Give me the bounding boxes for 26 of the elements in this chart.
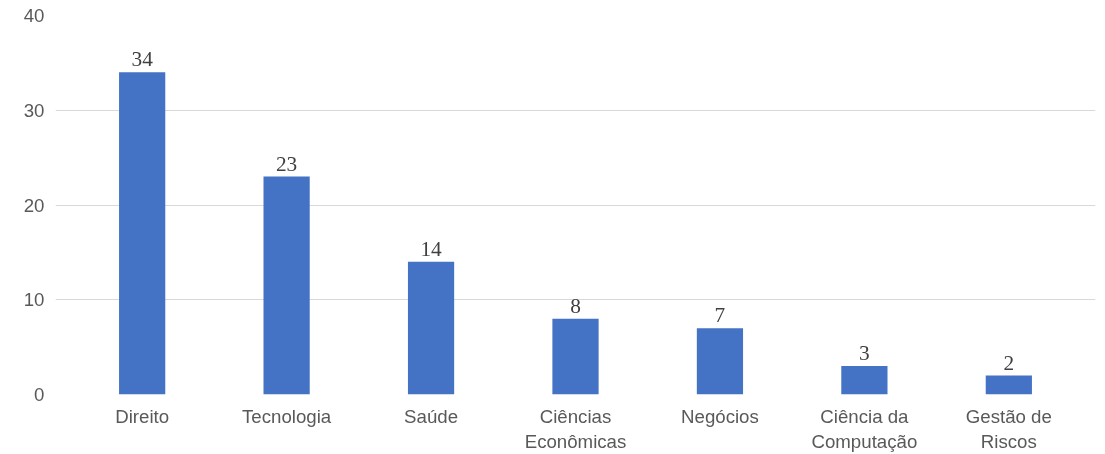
- data-label: 34: [131, 47, 154, 72]
- data-label: 23: [275, 151, 298, 176]
- x-tick-label: Tecnologia: [242, 405, 332, 427]
- y-tick-label: 0: [34, 384, 45, 405]
- y-tick-label: 40: [23, 5, 45, 26]
- x-tick-label: Gestão de Riscos: [965, 405, 1052, 452]
- data-label: 8: [570, 293, 581, 318]
- bar: [841, 366, 888, 395]
- data-label: 7: [714, 303, 726, 328]
- bar: [985, 375, 1032, 395]
- x-tick-label: Ciências Econômicas: [524, 405, 627, 452]
- y-tick-label: 30: [23, 99, 45, 121]
- bar: [696, 328, 744, 395]
- bar: [263, 176, 310, 395]
- x-tick-label: Ciência da Computação: [811, 405, 918, 452]
- data-label: 2: [1003, 350, 1015, 375]
- x-tick-label: Saúde: [404, 405, 459, 427]
- data-label: 14: [420, 236, 443, 261]
- y-tick-label: 20: [23, 194, 45, 216]
- data-label: 3: [859, 341, 870, 366]
- bar: [407, 261, 455, 395]
- bar: [119, 72, 166, 395]
- bar: [552, 318, 599, 395]
- x-tick-label: Negócios: [681, 405, 759, 427]
- y-tick-label: 10: [23, 289, 45, 311]
- x-tick-label: Direito: [115, 405, 170, 427]
